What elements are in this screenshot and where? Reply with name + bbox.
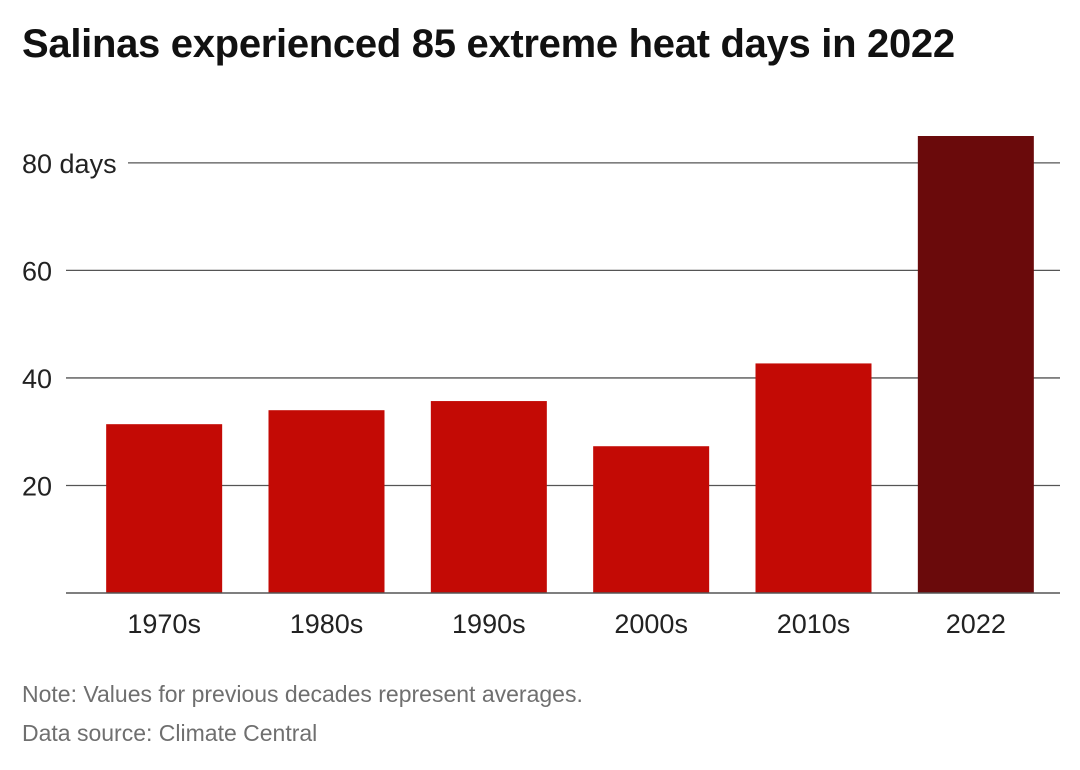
bar-chart: 20 40 60 80 days 1970s 1980s 1990s 2000s 2010s 20…: [22, 136, 1060, 639]
y-tick-label: 40: [22, 364, 52, 394]
bars: [106, 136, 1034, 593]
bar-2022: [917, 136, 1034, 593]
bar-1970s: [106, 424, 223, 593]
x-tick-label: 1990s: [452, 609, 526, 639]
x-tick-label: 2010s: [777, 609, 851, 639]
bar-2010s: [755, 363, 872, 593]
grid-lines: [66, 162, 1060, 487]
bar-1990s: [430, 401, 547, 593]
x-tick-label: 1980s: [290, 609, 364, 639]
axes: 20 40 60 80 days 1970s 1980s 1990s 2000s 2010s 20…: [22, 149, 1060, 639]
bar-1980s: [268, 410, 385, 593]
x-tick-label: 2022: [946, 609, 1006, 639]
data-source: Data source: Climate Central: [22, 720, 318, 746]
y-tick-label: 80 days: [22, 149, 117, 179]
footnote: Note: Values for previous decades repres…: [22, 681, 583, 707]
x-tick-label: 1970s: [127, 609, 201, 639]
bar-2000s: [593, 446, 710, 593]
y-tick-label: 60: [22, 256, 52, 286]
chart-title: Salinas experienced 85 extreme heat days…: [22, 22, 955, 66]
x-tick-label: 2000s: [614, 609, 688, 639]
y-tick-label: 20: [22, 471, 52, 501]
